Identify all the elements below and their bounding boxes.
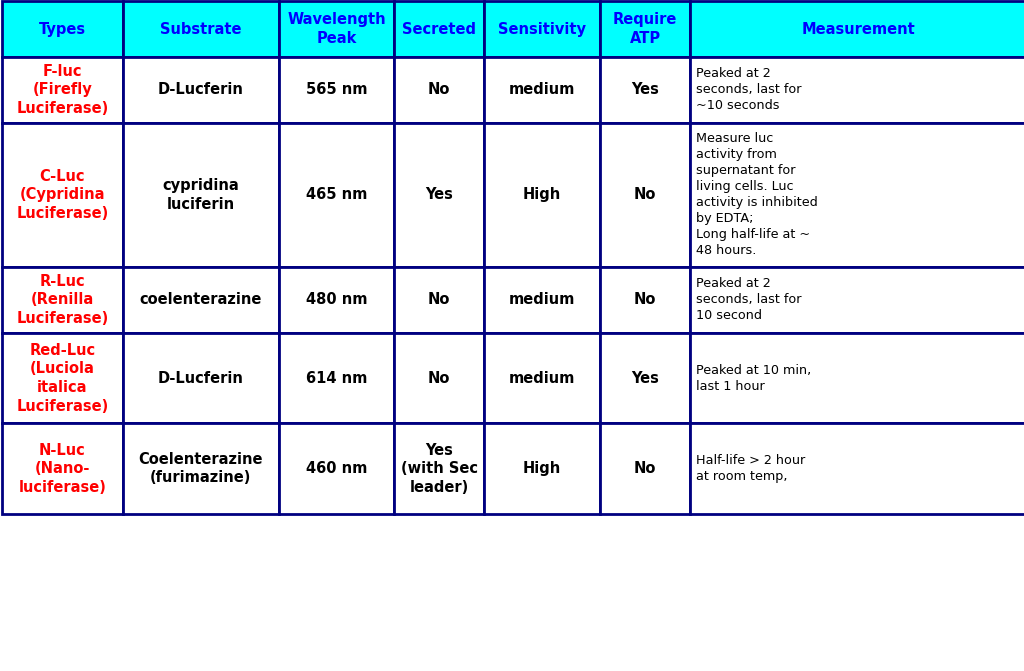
Bar: [279, 333, 394, 423]
Text: R-Luc
(Renilla
Luciferase): R-Luc (Renilla Luciferase): [16, 274, 109, 326]
Text: Substrate: Substrate: [160, 21, 242, 37]
Text: medium: medium: [509, 293, 575, 307]
Text: Half-life > 2 hour
at room temp,: Half-life > 2 hour at room temp,: [696, 454, 806, 483]
Bar: [690, 123, 1024, 267]
Bar: [123, 1, 279, 57]
Text: F-luc
(Firefly
Luciferase): F-luc (Firefly Luciferase): [16, 64, 109, 116]
Bar: [600, 333, 690, 423]
Bar: [123, 267, 279, 333]
Text: No: No: [634, 461, 656, 476]
Text: Yes: Yes: [425, 187, 454, 203]
Text: High: High: [523, 461, 561, 476]
Bar: [690, 57, 1024, 123]
Bar: [690, 423, 1024, 514]
Bar: [600, 57, 690, 123]
Bar: [279, 423, 394, 514]
Bar: [394, 1, 484, 57]
Bar: [2, 267, 123, 333]
Text: Peaked at 2
seconds, last for
~10 seconds: Peaked at 2 seconds, last for ~10 second…: [696, 67, 802, 113]
Bar: [123, 123, 279, 267]
Text: No: No: [428, 83, 451, 97]
Bar: [2, 57, 123, 123]
Text: Red-Luc
(Luciola
italica
Luciferase): Red-Luc (Luciola italica Luciferase): [16, 343, 109, 413]
Text: Yes
(with Sec
leader): Yes (with Sec leader): [400, 443, 478, 495]
Bar: [279, 267, 394, 333]
Bar: [394, 333, 484, 423]
Text: Secreted: Secreted: [402, 21, 476, 37]
Text: C-Luc
(Cypridina
Luciferase): C-Luc (Cypridina Luciferase): [16, 169, 109, 221]
Text: 565 nm: 565 nm: [305, 83, 368, 97]
Bar: [123, 57, 279, 123]
Text: 480 nm: 480 nm: [305, 293, 368, 307]
Text: Measure luc
activity from
supernatant for
living cells. Luc
activity is inhibite: Measure luc activity from supernatant fo…: [696, 132, 818, 258]
Bar: [600, 1, 690, 57]
Bar: [394, 57, 484, 123]
Text: N-Luc
(Nano-
luciferase): N-Luc (Nano- luciferase): [18, 443, 106, 495]
Text: Peaked at 2
seconds, last for
10 second: Peaked at 2 seconds, last for 10 second: [696, 277, 802, 323]
Text: No: No: [428, 293, 451, 307]
Text: Peaked at 10 min,
last 1 hour: Peaked at 10 min, last 1 hour: [696, 364, 812, 393]
Text: Sensitivity: Sensitivity: [499, 21, 586, 37]
Bar: [484, 423, 600, 514]
Bar: [279, 57, 394, 123]
Bar: [123, 423, 279, 514]
Text: Yes: Yes: [631, 83, 659, 97]
Bar: [2, 123, 123, 267]
Text: High: High: [523, 187, 561, 203]
Bar: [484, 57, 600, 123]
Bar: [2, 1, 123, 57]
Bar: [600, 123, 690, 267]
Text: Require
ATP: Require ATP: [613, 12, 677, 46]
Bar: [2, 333, 123, 423]
Text: No: No: [428, 370, 451, 386]
Bar: [600, 267, 690, 333]
Text: No: No: [634, 293, 656, 307]
Bar: [600, 423, 690, 514]
Text: Types: Types: [39, 21, 86, 37]
Text: Coelenterazine
(furimazine): Coelenterazine (furimazine): [138, 452, 263, 486]
Bar: [279, 1, 394, 57]
Bar: [123, 333, 279, 423]
Bar: [690, 1, 1024, 57]
Bar: [279, 123, 394, 267]
Bar: [484, 123, 600, 267]
Text: D-Lucferin: D-Lucferin: [158, 83, 244, 97]
Bar: [394, 423, 484, 514]
Text: Yes: Yes: [631, 370, 659, 386]
Text: Measurement: Measurement: [801, 21, 915, 37]
Bar: [394, 123, 484, 267]
Bar: [394, 267, 484, 333]
Bar: [484, 1, 600, 57]
Text: Wavelength
Peak: Wavelength Peak: [287, 12, 386, 46]
Text: cypridina
luciferin: cypridina luciferin: [163, 178, 239, 212]
Bar: [484, 333, 600, 423]
Text: 614 nm: 614 nm: [306, 370, 367, 386]
Text: medium: medium: [509, 370, 575, 386]
Bar: [484, 267, 600, 333]
Bar: [690, 267, 1024, 333]
Text: 460 nm: 460 nm: [306, 461, 367, 476]
Bar: [690, 333, 1024, 423]
Text: D-Lucferin: D-Lucferin: [158, 370, 244, 386]
Text: 465 nm: 465 nm: [306, 187, 367, 203]
Text: No: No: [634, 187, 656, 203]
Text: medium: medium: [509, 83, 575, 97]
Bar: [2, 423, 123, 514]
Text: coelenterazine: coelenterazine: [139, 293, 262, 307]
